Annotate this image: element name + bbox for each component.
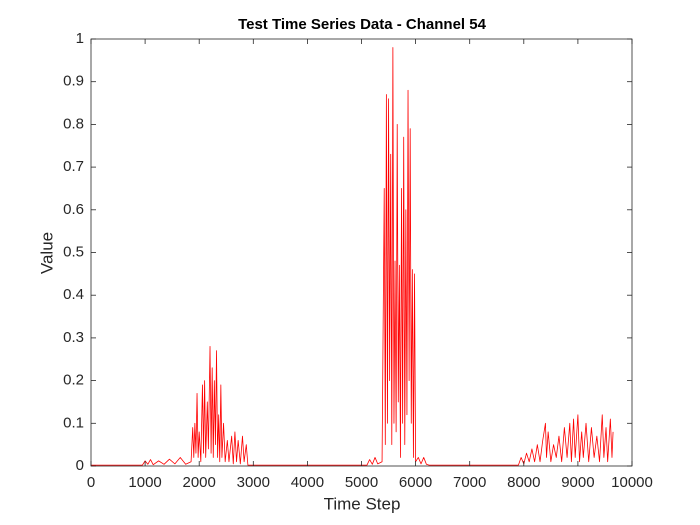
y-axis-label: Value — [37, 232, 56, 274]
y-tick-label: 0.9 — [63, 73, 84, 90]
y-tick-label: 0 — [76, 457, 84, 474]
x-tick-label: 7000 — [453, 474, 486, 491]
y-tick-label: 0.4 — [63, 286, 84, 303]
y-tick-label: 0.2 — [63, 372, 84, 389]
y-tick-label: 1 — [76, 30, 84, 47]
y-tick-label: 0.5 — [63, 243, 84, 260]
y-tick-label: 0.6 — [63, 201, 84, 218]
x-tick-label: 0 — [87, 474, 95, 491]
y-tick-label: 0.8 — [63, 115, 84, 132]
y-tick-label: 0.7 — [63, 158, 84, 175]
x-tick-label: 8000 — [507, 474, 540, 491]
data-line — [91, 47, 614, 466]
x-tick-label: 3000 — [237, 474, 270, 491]
x-tick-label: 5000 — [345, 474, 378, 491]
x-axis-label: Time Step — [324, 494, 401, 513]
x-tick-label: 10000 — [611, 474, 653, 491]
y-tick-label: 0.1 — [63, 414, 84, 431]
x-tick-label: 4000 — [291, 474, 324, 491]
x-tick-label: 1000 — [128, 474, 161, 491]
chart-title: Test Time Series Data - Channel 54 — [238, 16, 487, 33]
x-tick-label: 6000 — [399, 474, 432, 491]
x-tick-label: 9000 — [561, 474, 594, 491]
y-tick-label: 0.3 — [63, 329, 84, 346]
x-tick-label: 2000 — [183, 474, 216, 491]
